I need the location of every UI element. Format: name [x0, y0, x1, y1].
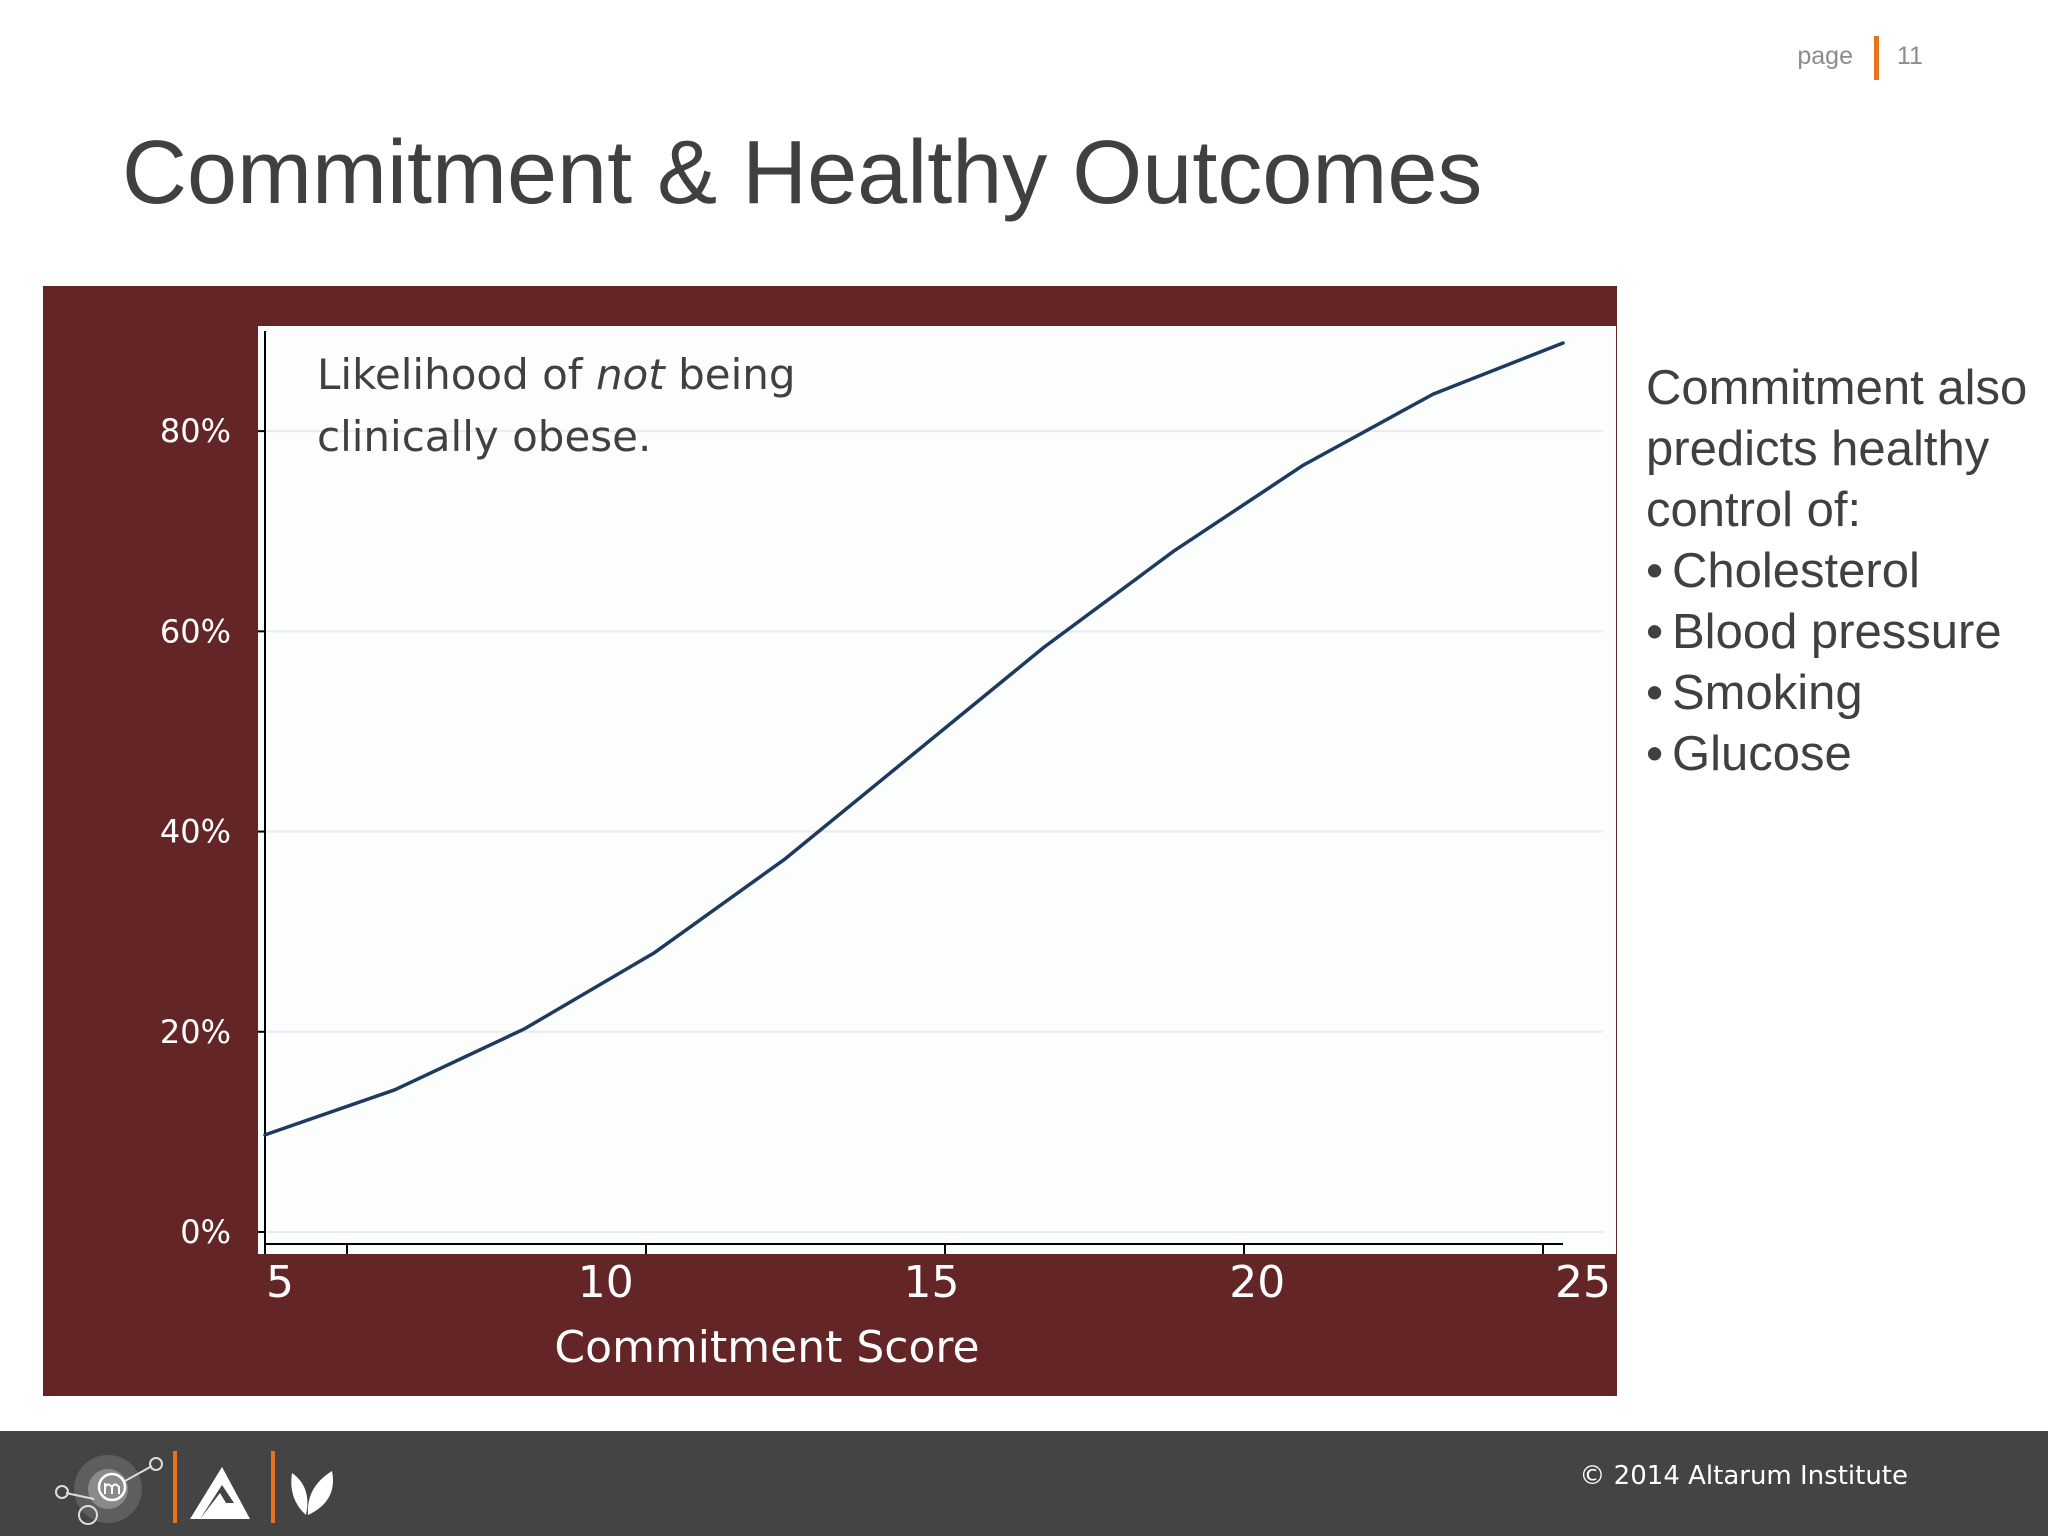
y-tick-labels: 0% 20% 40% 60% 80%	[160, 412, 231, 1251]
mountain-logo-icon	[190, 1467, 250, 1519]
data-point-19	[1172, 549, 1176, 553]
logo-divider-2	[271, 1451, 275, 1523]
page-divider	[1874, 36, 1879, 80]
data-point-5	[263, 1133, 267, 1137]
data-point-11	[652, 951, 656, 955]
plot-area	[258, 326, 1616, 1254]
slide-title: Commitment & Healthy Outcomes	[122, 123, 1483, 223]
molecule-logo-icon	[55, 1455, 163, 1525]
x-tick-label-10: 10	[578, 1257, 634, 1308]
annotation-suffix: being	[665, 350, 796, 399]
data-point-25	[1561, 341, 1565, 345]
data-point-21	[1301, 463, 1305, 467]
data-point-17	[1042, 645, 1046, 649]
y-tick-label-80: 80%	[160, 412, 231, 450]
series-points	[263, 341, 1565, 1137]
x-tick-label-25: 25	[1555, 1257, 1611, 1308]
sidebar-text: Commitment also predicts healthy control…	[1646, 358, 2046, 785]
x-tick-label-20: 20	[1229, 1257, 1285, 1308]
chart-annotation-line1: Likelihood of not being	[317, 350, 796, 399]
annotation-prefix: Likelihood of	[317, 350, 596, 399]
data-point-15	[912, 751, 916, 755]
data-point-13	[782, 858, 786, 862]
chart-annotation-line2: clinically obese.	[317, 412, 651, 461]
sidebar-intro: Commitment also predicts healthy control…	[1646, 361, 2028, 537]
y-tick-label-20: 20%	[160, 1013, 231, 1051]
y-tick-label-40: 40%	[160, 813, 231, 851]
sidebar-item-smoking: Smoking	[1646, 663, 2046, 724]
copyright-text: © 2014 Altarum Institute	[1579, 1461, 1908, 1491]
logo-divider-1	[173, 1451, 177, 1523]
sidebar-item-blood-pressure: Blood pressure	[1646, 602, 2046, 663]
sidebar-item-glucose: Glucose	[1646, 724, 2046, 785]
page-number: 11	[1897, 42, 1923, 70]
x-tick-marks	[346, 1244, 1544, 1254]
y-tick-label-60: 60%	[160, 612, 231, 650]
footer-logos	[55, 1451, 333, 1525]
chart-panel: Likelihood of not being clinically obese…	[43, 286, 1617, 1396]
x-tick-labels: 5 10 15 20 25	[266, 1257, 1611, 1308]
data-point-9	[523, 1027, 527, 1031]
annotation-emphasis: not	[596, 350, 666, 399]
sidebar-item-cholesterol: Cholesterol	[1646, 541, 2046, 602]
y-tick-label-0: 0%	[180, 1213, 231, 1251]
data-point-7	[393, 1088, 397, 1092]
x-tick-label-5: 5	[266, 1257, 294, 1308]
sidebar-list: Cholesterol Blood pressure Smoking Gluco…	[1646, 541, 2046, 785]
footer-bar: © 2014 Altarum Institute	[0, 1431, 2048, 1536]
data-point-23	[1431, 392, 1435, 396]
obesity-line-chart: Likelihood of not being clinically obese…	[160, 326, 1616, 1373]
page-label: page	[1797, 42, 1853, 70]
x-tick-label-15: 15	[904, 1257, 960, 1308]
x-axis-title: Commitment Score	[554, 1322, 979, 1373]
leaf-logo-icon	[291, 1471, 333, 1515]
gridlines	[258, 430, 1603, 1233]
